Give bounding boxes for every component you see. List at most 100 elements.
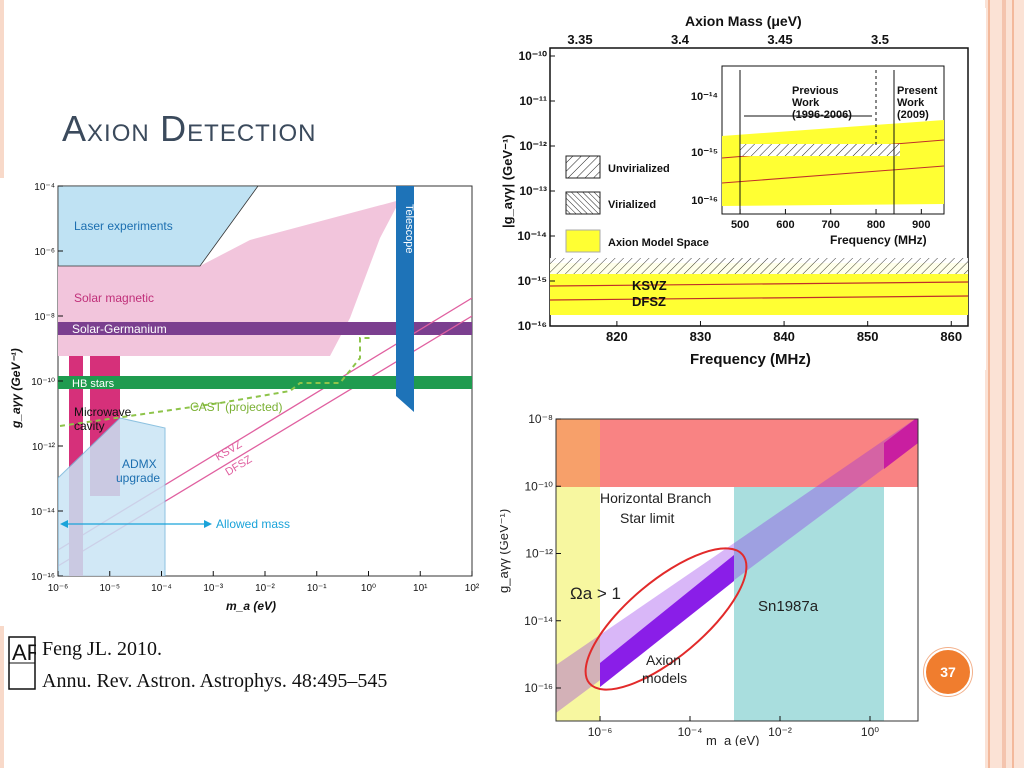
right-top-y-axis-label: |g_aγγ| (GeV⁻¹) [500, 134, 515, 228]
x-tick-label: 10⁻⁴ [678, 725, 703, 739]
label-laser-experiments: Laser experiments [74, 219, 173, 233]
y-tick-label: 10⁻¹⁴ [517, 229, 547, 243]
region-telescope [396, 186, 414, 412]
line-ksvz-main [550, 281, 968, 287]
axion-band-upper-end [884, 419, 918, 469]
right-top-x2-label: Axion Mass (μeV) [685, 13, 802, 29]
left-chart-svg: Laser experiments Solar magnetic Solar-G… [9, 182, 480, 613]
right-top-legend: Unvirialized Virialized Axion Model Spac… [565, 155, 709, 253]
y-tick-label: 10⁻¹² [525, 547, 553, 561]
right-bottom-y-ticks: 10⁻⁸ 10⁻¹⁰ 10⁻¹² 10⁻¹⁴ 10⁻¹⁶ [524, 412, 561, 695]
region-hb-limit [556, 419, 918, 487]
x2-tick-label: 3.4 [671, 32, 690, 47]
y-tick-label: 10⁻¹² [32, 442, 56, 453]
y-tick-label: 10⁻¹⁰ [31, 377, 55, 388]
right-bottom-parameter-space-chart: Horizontal Branch Star limit Sn1987a Ωa … [496, 403, 940, 748]
y-tick-label: 10⁻¹⁶ [31, 572, 55, 583]
annual-reviews-logo: AR [8, 636, 43, 690]
left-x-ticks: 10⁻⁶ 10⁻⁵ 10⁻⁴ 10⁻³ 10⁻² 10⁻¹ 10⁰ 10¹ 10² [48, 571, 480, 594]
inset-label-present-3: (2009) [897, 109, 929, 121]
region-laser-experiments [58, 186, 259, 267]
label-solar-magnetic: Solar magnetic [74, 291, 154, 305]
right-accent-stripe-line-2 [1002, 0, 1006, 768]
x-tick-label: 10⁻⁶ [48, 583, 69, 594]
legend-swatch-virialized [565, 191, 601, 215]
inset-label-previous-2: Work [792, 97, 820, 109]
right-top-x-axis-label: Frequency (MHz) [690, 351, 811, 368]
citation-line-1: Feng JL. 2010. [42, 638, 162, 660]
right-top-y-ticks: 10⁻¹⁰ 10⁻¹¹ 10⁻¹² 10⁻¹³ 10⁻¹⁴ 10⁻¹⁵ 10⁻¹⁶ [517, 49, 555, 333]
right-bottom-frame [555, 418, 919, 722]
y-tick-label: 10⁻¹⁴ [524, 614, 553, 628]
x-tick-label: 10⁻¹ [307, 583, 327, 594]
label-solar-germanium: Solar-Germanium [72, 322, 167, 336]
right-bottom-x-axis-label: m_a (eV) [706, 733, 759, 746]
label-upgrade: upgrade [116, 471, 160, 485]
inset-y-ticks: 10⁻¹⁴ 10⁻¹⁵ 10⁻¹⁶ [691, 91, 718, 207]
inset-y-tick-label: 10⁻¹⁵ [691, 147, 718, 159]
svg-text:AR: AR [12, 640, 36, 665]
y-tick-label: 10⁻¹⁰ [525, 479, 554, 493]
inset-y-tick-label: 10⁻¹⁴ [691, 91, 718, 103]
axion-band-core [600, 555, 734, 687]
line-cast-projected [59, 337, 372, 427]
inset-limit-band [740, 144, 900, 156]
right-bottom-x-ticks: 10⁻⁶ 10⁻⁴ 10⁻² 10⁰ [588, 716, 879, 739]
label-sn1987a: Sn1987a [758, 598, 819, 615]
x-tick-label: 850 [857, 329, 879, 344]
right-top-x2-ticks: 3.35 3.4 3.45 3.5 [567, 32, 889, 54]
right-bottom-y-axis-label: g_aγγ (GeV⁻¹) [500, 509, 511, 593]
slide-title: Axion Detection [62, 108, 317, 149]
x2-tick-label: 3.35 [567, 32, 592, 47]
right-top-x-ticks: 820 830 840 850 860 [606, 321, 962, 344]
inset-x-tick-label: 500 [731, 219, 749, 231]
inset-model-band [722, 120, 944, 206]
label-telescope: Telescope [403, 204, 415, 254]
x-tick-label: 10⁰ [361, 583, 376, 594]
x-tick-label: 10⁻³ [203, 583, 223, 594]
left-y-axis-label: g_aγγ (GeV⁻¹) [9, 348, 23, 429]
region-hb-stars [58, 376, 472, 389]
citation-line-2: Annu. Rev. Astron. Astrophys. 48:495–545 [42, 670, 388, 692]
region-hb-orange-corner [556, 419, 600, 487]
left-y-ticks: 10⁻⁴ 10⁻⁶ 10⁻⁸ 10⁻¹⁰ 10⁻¹² 10⁻¹⁴ 10⁻¹⁶ [31, 182, 63, 583]
y-tick-label: 10⁻¹⁶ [524, 681, 553, 695]
region-solar-magnetic [58, 200, 400, 356]
label-admx: ADMX [122, 457, 157, 471]
label-hb-stars: HB stars [72, 378, 115, 390]
inset-chart: Previous Work (1996-2006) Present Work (… [691, 65, 945, 247]
y-tick-label: 10⁻¹⁵ [518, 274, 547, 288]
allowed-mass-arrow-head-right [204, 520, 212, 528]
label-hb-line-2: Star limit [620, 510, 675, 526]
y-tick-label: 10⁻¹⁰ [519, 49, 548, 63]
y-tick-label: 10⁻¹² [519, 139, 547, 153]
label-hb-line-1: Horizontal Branch [600, 490, 711, 506]
region-admx-upgrade [58, 417, 166, 576]
citation: AR Feng JL. 2010. Annu. Rev. Astron. Ast… [4, 636, 424, 696]
legend-label-virialized: Virialized [608, 199, 656, 211]
region-sn1987a [734, 487, 884, 721]
y-tick-label: 10⁻¹⁶ [518, 319, 547, 333]
right-accent-stripe-line-3 [1012, 0, 1014, 768]
inset-x-ticks: 500 600 700 800 900 [731, 209, 931, 231]
legend-swatch-model-space [565, 229, 601, 253]
inset-x-axis-label: Frequency (MHz) [830, 233, 927, 247]
x2-tick-label: 3.45 [767, 32, 792, 47]
label-ksvz-main: KSVZ [632, 278, 667, 293]
label-dfsz-main: DFSZ [632, 294, 666, 309]
allowed-mass-arrow-head-left [60, 520, 68, 528]
line-dfsz-main [550, 295, 968, 301]
x-tick-label: 860 [940, 329, 962, 344]
inset-label-previous-3: (1996-2006) [792, 109, 852, 121]
inset-x-tick-label: 900 [912, 219, 930, 231]
label-omega-a: Ωa > 1 [570, 584, 621, 603]
y-tick-label: 10⁻¹³ [519, 184, 547, 198]
y-tick-label: 10⁻⁶ [34, 247, 55, 258]
label-axion-line-2: models [642, 670, 687, 686]
legend-label-unvirialized: Unvirialized [608, 163, 670, 175]
inset-label-previous-1: Previous [792, 85, 838, 97]
x-tick-label: 10⁻² [255, 583, 275, 594]
y-tick-label: 10⁻¹¹ [519, 94, 547, 108]
x-tick-label: 830 [690, 329, 712, 344]
inset-x-tick-label: 700 [822, 219, 840, 231]
